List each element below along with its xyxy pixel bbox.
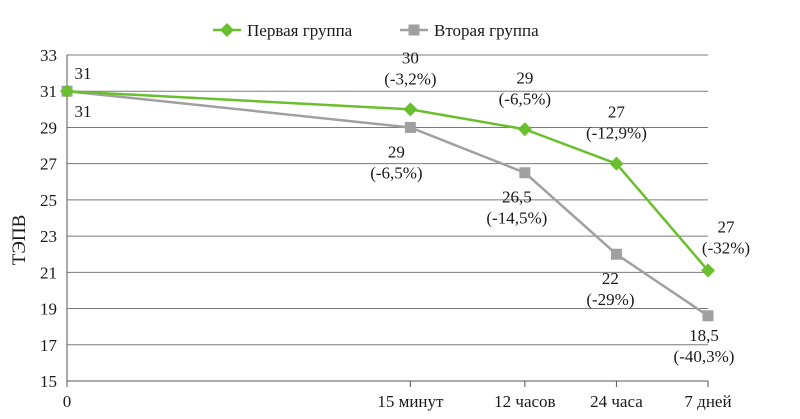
legend-label-2: Вторая группа <box>434 21 539 40</box>
grid-lines <box>67 54 708 346</box>
legend-marker-2 <box>408 24 420 36</box>
y-tick-label: 27 <box>40 155 58 174</box>
series-2-data-label: 22 <box>602 269 619 288</box>
legend-marker-1 <box>220 23 234 37</box>
legend: Первая группа Вторая группа <box>213 21 539 40</box>
data-labels: 31 30 (-3,2%) 29 (-6,5%) 27 (-12,9%) 27 (-32%) 31… <box>75 48 751 365</box>
y-tick-label: 31 <box>40 82 57 101</box>
series-2-point <box>702 310 714 322</box>
y-tick-label: 19 <box>40 300 57 319</box>
x-tick-label: 12 часов <box>494 392 555 411</box>
series-2-point <box>610 248 622 260</box>
tick-labels: 15 17 19 21 23 25 27 29 31 33 0 15 минут 12 часов 24 … <box>40 46 732 411</box>
series-1-data-label: 30 <box>402 48 419 67</box>
y-axis-label: ТЭПВ <box>9 215 30 266</box>
series-1-point <box>403 102 418 117</box>
x-tick-label: 15 минут <box>377 392 444 411</box>
y-tick-label: 29 <box>40 118 57 137</box>
series-2-data-label: 18,5 <box>689 326 719 345</box>
series-1-data-label: 31 <box>75 64 92 83</box>
axes <box>66 55 709 387</box>
series-1-data-label: (-6,5%) <box>499 89 551 108</box>
series-1-point <box>609 156 624 171</box>
series-2-data-label: 31 <box>75 102 92 121</box>
x-tick-label: 0 <box>63 392 72 411</box>
series-2-point <box>404 121 416 133</box>
series-2-data-label: 26,5 <box>502 188 532 207</box>
series-1-point <box>701 263 715 278</box>
y-tick-label: 15 <box>40 372 57 391</box>
series-2-data-label: (-6,5%) <box>370 163 422 182</box>
series-1-data-label: 29 <box>516 68 533 87</box>
x-tick-label: 7 дней <box>684 392 731 411</box>
series-1-point <box>517 122 532 137</box>
series-2-data-label: (-29%) <box>586 290 634 309</box>
y-tick-label: 17 <box>40 336 58 355</box>
series-1-data-label: (-32%) <box>702 239 750 258</box>
y-tick-label: 25 <box>40 191 57 210</box>
series-1-data-label: 27 <box>608 103 626 122</box>
y-tick-label: 33 <box>40 46 57 65</box>
y-tick-label: 21 <box>40 263 57 282</box>
series-2-data-label: (-40,3%) <box>674 347 735 366</box>
x-tick-label: 24 часа <box>590 392 643 411</box>
series-1-data-label: 27 <box>718 218 736 237</box>
series-1-point <box>60 84 74 99</box>
legend-label-1: Первая группа <box>247 21 353 40</box>
series-2-data-label: (-14,5%) <box>486 209 547 228</box>
series-1-data-label: (-12,9%) <box>586 124 647 143</box>
series-2-point <box>519 167 531 179</box>
series-markers <box>60 84 715 322</box>
y-tick-label: 23 <box>40 227 57 246</box>
series-1-data-label: (-3,2%) <box>384 69 436 88</box>
series-2-data-label: 29 <box>388 142 405 161</box>
